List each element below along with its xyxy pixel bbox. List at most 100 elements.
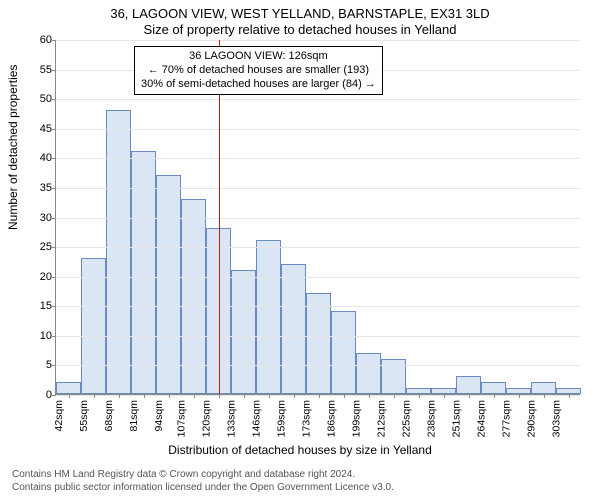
gridline-h [56, 218, 580, 219]
ytick-mark [52, 365, 56, 366]
xtick-mark [419, 394, 420, 398]
reference-annotation: 36 LAGOON VIEW: 126sqm← 70% of detached … [134, 46, 383, 95]
footer-line-2: Contains public sector information licen… [12, 482, 588, 495]
ytick-label: 40 [40, 152, 52, 164]
ytick-mark [52, 277, 56, 278]
xtick-label: 264sqm [475, 400, 487, 437]
ytick-label: 45 [40, 123, 52, 135]
bar [306, 293, 331, 394]
ytick-label: 0 [46, 389, 52, 401]
xtick-label: 42sqm [53, 400, 65, 432]
xtick-mark [344, 394, 345, 398]
xtick-mark [144, 394, 145, 398]
gridline-h [56, 129, 580, 130]
ytick-mark [52, 40, 56, 41]
ytick-label: 20 [40, 271, 52, 283]
gridline-h [56, 336, 580, 337]
chart-title-line1: 36, LAGOON VIEW, WEST YELLAND, BARNSTAPL… [0, 6, 600, 21]
ytick-mark [52, 218, 56, 219]
y-axis-label: Number of detached properties [6, 65, 20, 230]
ytick-label: 5 [46, 359, 52, 371]
xtick-label: 199sqm [350, 400, 362, 437]
ytick-mark [52, 306, 56, 307]
ytick-label: 30 [40, 212, 52, 224]
ytick-label: 35 [40, 182, 52, 194]
xtick-label: 303sqm [550, 400, 562, 437]
xtick-mark [494, 394, 495, 398]
ytick-mark [52, 247, 56, 248]
attribution-footer: Contains HM Land Registry data © Crown c… [12, 469, 588, 494]
xtick-mark [294, 394, 295, 398]
xtick-label: 81sqm [128, 400, 140, 432]
xtick-mark [519, 394, 520, 398]
bar [156, 175, 181, 394]
ytick-label: 25 [40, 241, 52, 253]
xtick-mark [244, 394, 245, 398]
gridline-h [56, 306, 580, 307]
ytick-mark [52, 129, 56, 130]
xtick-label: 186sqm [325, 400, 337, 437]
bar [331, 311, 356, 394]
gridline-h [56, 277, 580, 278]
annotation-line: ← 70% of detached houses are smaller (19… [141, 64, 376, 78]
xtick-label: 133sqm [225, 400, 237, 437]
xtick-label: 277sqm [500, 400, 512, 437]
gridline-h [56, 99, 580, 100]
xtick-label: 173sqm [300, 400, 312, 437]
xtick-label: 251sqm [450, 400, 462, 437]
bar [456, 376, 481, 394]
xtick-label: 238sqm [425, 400, 437, 437]
bar [56, 382, 81, 394]
x-axis-label: Distribution of detached houses by size … [0, 443, 600, 457]
xtick-mark [69, 394, 70, 398]
footer-line-1: Contains HM Land Registry data © Crown c… [12, 469, 588, 482]
bar [231, 270, 256, 394]
gridline-h [56, 247, 580, 248]
xtick-mark [319, 394, 320, 398]
xtick-mark [369, 394, 370, 398]
bar [106, 110, 131, 394]
ytick-mark [52, 188, 56, 189]
bar [356, 353, 381, 394]
ytick-mark [52, 70, 56, 71]
ytick-label: 60 [40, 34, 52, 46]
xtick-label: 212sqm [375, 400, 387, 437]
ytick-label: 55 [40, 64, 52, 76]
xtick-mark [119, 394, 120, 398]
ytick-mark [52, 99, 56, 100]
xtick-mark [269, 394, 270, 398]
xtick-mark [194, 394, 195, 398]
gridline-h [56, 158, 580, 159]
xtick-mark [569, 394, 570, 398]
xtick-mark [544, 394, 545, 398]
chart-plot-area: 051015202530354045505560 42sqm55sqm68sqm… [55, 40, 580, 395]
xtick-mark [394, 394, 395, 398]
bar [381, 359, 406, 395]
xtick-label: 94sqm [153, 400, 165, 432]
gridline-h [56, 40, 580, 41]
annotation-line: 30% of semi-detached houses are larger (… [141, 78, 376, 92]
bar [81, 258, 106, 394]
bar [531, 382, 556, 394]
ytick-label: 10 [40, 330, 52, 342]
xtick-label: 68sqm [103, 400, 115, 432]
xtick-label: 107sqm [175, 400, 187, 437]
xtick-label: 55sqm [78, 400, 90, 432]
ytick-mark [52, 395, 56, 396]
xtick-label: 120sqm [200, 400, 212, 437]
xtick-mark [169, 394, 170, 398]
gridline-h [56, 365, 580, 366]
bar [481, 382, 506, 394]
ytick-mark [52, 336, 56, 337]
ytick-label: 15 [40, 300, 52, 312]
xtick-label: 146sqm [250, 400, 262, 437]
annotation-line: 36 LAGOON VIEW: 126sqm [141, 50, 376, 64]
xtick-mark [444, 394, 445, 398]
bar [281, 264, 306, 394]
gridline-h [56, 188, 580, 189]
xtick-label: 159sqm [275, 400, 287, 437]
xtick-label: 290sqm [525, 400, 537, 437]
xtick-mark [219, 394, 220, 398]
xtick-mark [469, 394, 470, 398]
chart-title-line2: Size of property relative to detached ho… [0, 22, 600, 37]
